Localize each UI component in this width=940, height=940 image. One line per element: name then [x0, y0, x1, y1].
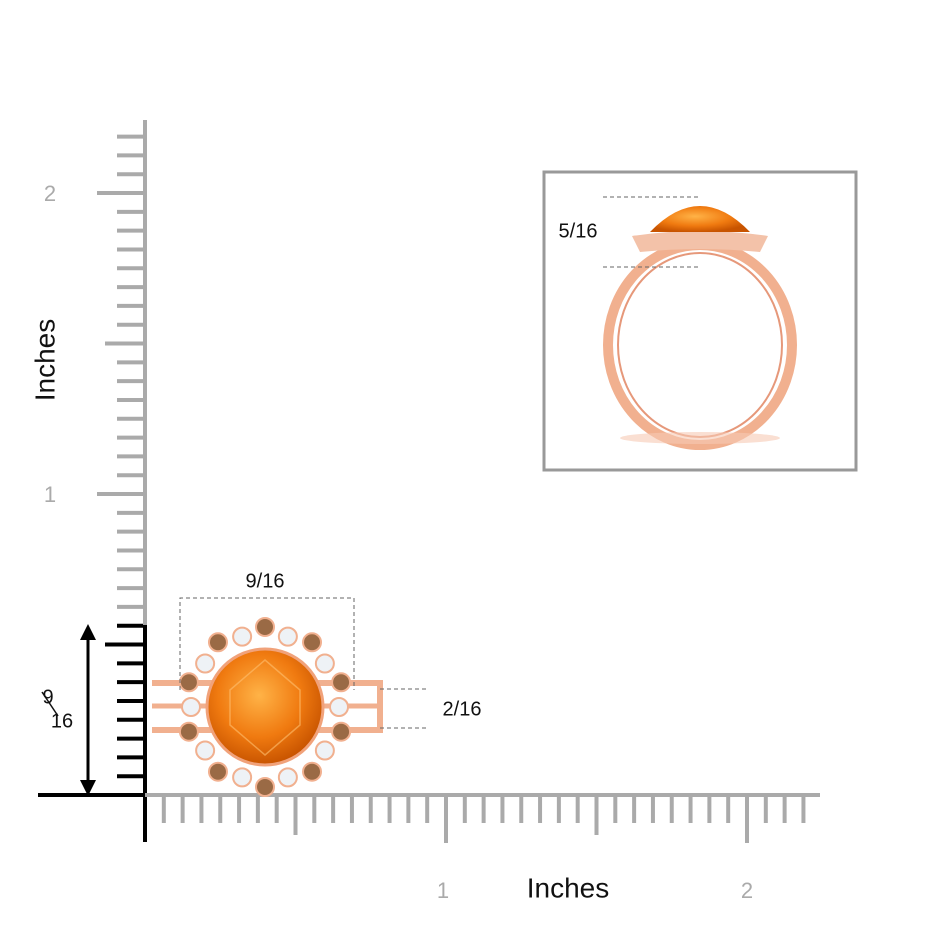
halo-stone	[302, 632, 323, 653]
side-view: 5/16	[542, 170, 858, 472]
width-label: 9/16	[246, 570, 285, 592]
halo-stone	[314, 740, 335, 761]
x-axis-label: Inches	[527, 872, 610, 903]
halo-stone	[329, 697, 349, 717]
band-label: 2/16	[443, 698, 482, 720]
height-denominator: 16	[51, 710, 73, 732]
halo-stone	[178, 672, 199, 693]
halo-stone	[195, 653, 216, 674]
halo-stone	[255, 777, 275, 797]
halo-stone	[277, 626, 298, 647]
halo-stone	[207, 761, 228, 782]
halo-stone	[255, 617, 275, 637]
halo-stone	[314, 653, 335, 674]
halo-stone	[207, 632, 228, 653]
halo-stone	[302, 761, 323, 782]
halo-stone	[331, 721, 352, 742]
x-tick-label: 2	[741, 878, 753, 903]
height-label: 5/16	[559, 220, 598, 242]
x-tick-label: 1	[437, 878, 449, 903]
halo-stone	[178, 721, 199, 742]
halo-stone	[232, 626, 253, 647]
halo-stone	[277, 767, 298, 788]
y-tick-label: 2	[44, 181, 56, 206]
y-tick-label: 1	[44, 482, 56, 507]
top-view: 9/16 2/16 9 16	[41, 570, 482, 797]
height-numerator: 9	[42, 686, 53, 708]
halo-stone	[232, 767, 253, 788]
halo-stone	[181, 697, 201, 717]
halo-stone	[331, 672, 352, 693]
rulers	[38, 120, 820, 843]
y-axis-label: Inches	[29, 319, 60, 402]
halo-stone	[195, 740, 216, 761]
